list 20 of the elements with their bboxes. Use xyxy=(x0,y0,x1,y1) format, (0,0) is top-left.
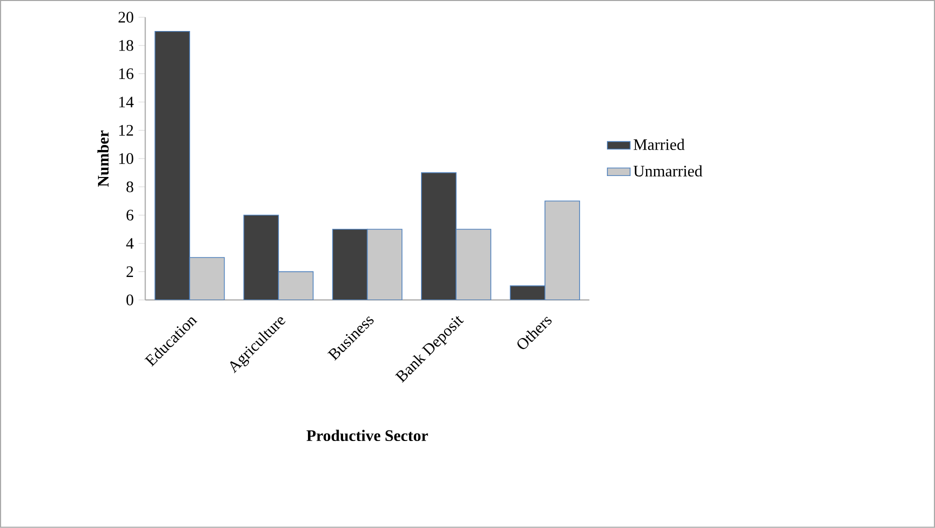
y-tick-label: 6 xyxy=(126,210,134,221)
legend-label: Married xyxy=(634,138,685,150)
y-tick-label: 8 xyxy=(126,182,134,192)
y-tick-label: 12 xyxy=(119,125,133,136)
y-tick-label: 2 xyxy=(126,266,133,278)
bar xyxy=(278,271,314,300)
legend-label: Unmarried xyxy=(634,165,702,177)
y-tick-label: 0 xyxy=(126,294,134,306)
y-tick-label: 18 xyxy=(119,40,134,51)
y-tick-label: 20 xyxy=(118,12,134,23)
bar xyxy=(456,228,492,300)
y-tick-label: 4 xyxy=(126,238,134,249)
y-tick-label: 10 xyxy=(119,153,134,164)
y-tick-label: 16 xyxy=(119,68,134,80)
y-axis-title: Number xyxy=(97,130,109,187)
bar xyxy=(366,228,402,300)
x-axis-title: Productive Sector xyxy=(306,430,428,442)
y-tick-label: 14 xyxy=(119,96,134,108)
bar xyxy=(544,200,580,300)
bar xyxy=(189,257,225,300)
